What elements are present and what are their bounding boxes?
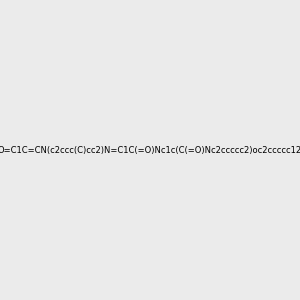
Text: O=C1C=CN(c2ccc(C)cc2)N=C1C(=O)Nc1c(C(=O)Nc2ccccc2)oc2ccccc12: O=C1C=CN(c2ccc(C)cc2)N=C1C(=O)Nc1c(C(=O)… [0, 146, 300, 154]
